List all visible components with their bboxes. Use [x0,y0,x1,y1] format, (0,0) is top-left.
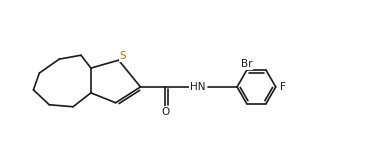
Text: HN: HN [190,82,206,92]
Text: Br: Br [241,59,252,69]
Text: F: F [280,82,286,92]
Text: O: O [161,107,169,117]
Text: S: S [119,51,126,61]
